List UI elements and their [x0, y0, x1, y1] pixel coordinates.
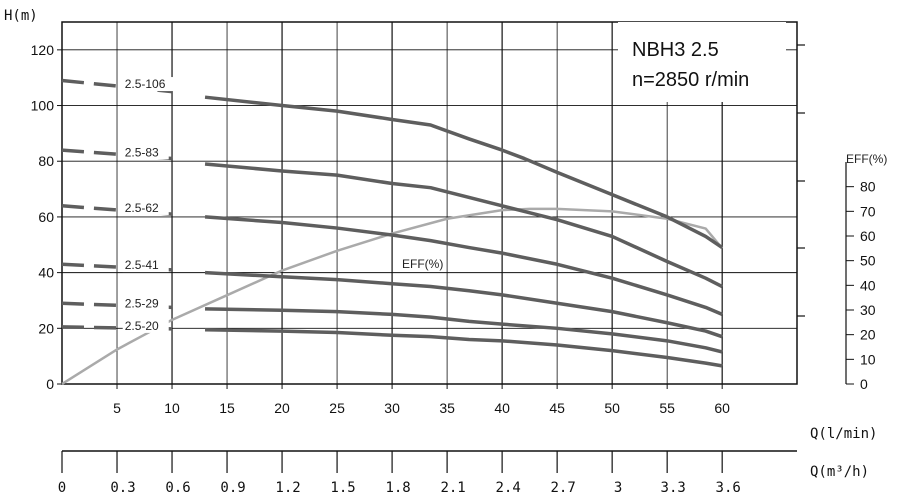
series-label: 2.5-106	[125, 77, 166, 91]
x-tick-label: 45	[549, 400, 565, 416]
series-label-bg	[122, 296, 169, 311]
x2-tick-label: 0.6	[165, 480, 190, 496]
y-tick-label: 40	[38, 265, 54, 281]
x-tick-label: 15	[219, 400, 235, 416]
head-curve-dashed	[61, 325, 173, 331]
x2-tick-label: 0	[58, 480, 66, 496]
head-curve-2.5-41: 2.5-41	[61, 258, 723, 339]
x2-tick-label: 0.3	[110, 480, 135, 496]
x-tick-label: 50	[604, 400, 620, 416]
eff-tick-label: 40	[860, 277, 876, 293]
x-axis-label: Q(l/min)	[810, 426, 877, 442]
eff-tick-label: 10	[860, 351, 876, 367]
chart-title: NBH3 2.5	[632, 39, 719, 61]
series-label-bg	[122, 145, 169, 160]
head-curve-dashed	[61, 301, 173, 310]
ticks-group	[57, 49, 854, 473]
x-tick-label: 25	[329, 400, 345, 416]
series-label-bg	[122, 200, 169, 215]
series-label-bg	[122, 318, 169, 333]
series-label-bg	[122, 258, 169, 273]
x2-tick-label: 2.4	[495, 480, 520, 496]
eff-tick-label: 70	[860, 203, 876, 219]
y-tick-label: 0	[46, 376, 54, 392]
head-curves-group: 2.5-106 2.5-83 2.5-62 2.5-41 2.5-29 2.5-20	[61, 77, 724, 368]
x2-tick-label: 1.8	[385, 480, 410, 496]
chart-subtitle: n=2850 r/min	[632, 69, 749, 91]
head-curve-line	[205, 307, 723, 354]
y-tick-label: 80	[38, 153, 54, 169]
x2-tick-label: 1.5	[330, 480, 355, 496]
x2-tick-label: 2.7	[550, 480, 575, 496]
x-tick-label: 10	[164, 400, 180, 416]
head-curve-dashed	[61, 204, 173, 216]
series-label: 2.5-20	[125, 319, 159, 333]
series-label: 2.5-41	[125, 258, 159, 272]
x2-tick-label: 3	[614, 480, 622, 496]
eff-tick-label: 60	[860, 228, 876, 244]
head-curve-line	[204, 270, 723, 339]
head-curve-2.5-29: 2.5-29	[61, 296, 723, 354]
y-tick-label: 120	[31, 42, 55, 58]
eff-tick-label: 20	[860, 327, 876, 343]
x-tick-label: 5	[113, 400, 121, 416]
head-curve-dashed	[61, 78, 173, 94]
series-label: 2.5-62	[125, 201, 159, 215]
x-tick-label: 60	[714, 400, 730, 416]
x-tick-label: 40	[494, 400, 510, 416]
x2-tick-label: 0.9	[220, 480, 245, 496]
eff-tick-label: 80	[860, 179, 876, 195]
eff-curve-label: EFF(%)	[402, 257, 443, 271]
x2-axis-label: Q(m³/h)	[810, 464, 869, 480]
eff-tick-label: 0	[860, 376, 868, 392]
eff-tick-label: 50	[860, 253, 876, 269]
x-tick-label: 20	[274, 400, 290, 416]
x2-tick-label: 2.1	[440, 480, 465, 496]
head-curve-2.5-106: 2.5-106	[61, 77, 724, 250]
x2-tick-label: 1.2	[275, 480, 300, 496]
title-box	[618, 22, 786, 102]
head-curve-dashed	[61, 262, 173, 272]
plot-frame	[61, 21, 798, 385]
x2-tick-label: 3.6	[716, 480, 741, 496]
head-curve-line	[205, 327, 723, 368]
series-label: 2.5-83	[125, 145, 159, 159]
x2-tick-label: 3.3	[661, 480, 686, 496]
y-axis-label: H(m)	[4, 8, 38, 24]
x-tick-label: 30	[384, 400, 400, 416]
head-curve-dashed	[61, 148, 173, 161]
head-curve-2.5-62: 2.5-62	[61, 200, 723, 316]
y-tick-label: 100	[31, 98, 55, 114]
series-label: 2.5-29	[125, 296, 159, 310]
y-tick-label: 60	[38, 209, 54, 225]
eff-tick-label: 30	[860, 302, 876, 318]
head-curve-line	[204, 215, 723, 316]
series-label-bg	[122, 77, 176, 92]
head-curve-line	[204, 95, 724, 250]
x-tick-label: 35	[439, 400, 455, 416]
head-curve-line	[204, 162, 723, 289]
y-tick-label: 20	[38, 320, 54, 336]
x-tick-label: 55	[659, 400, 675, 416]
head-curve-2.5-83: 2.5-83	[61, 145, 723, 289]
eff-axis-label: EFF(%)	[846, 152, 887, 166]
head-curve-2.5-20: 2.5-20	[61, 318, 723, 368]
